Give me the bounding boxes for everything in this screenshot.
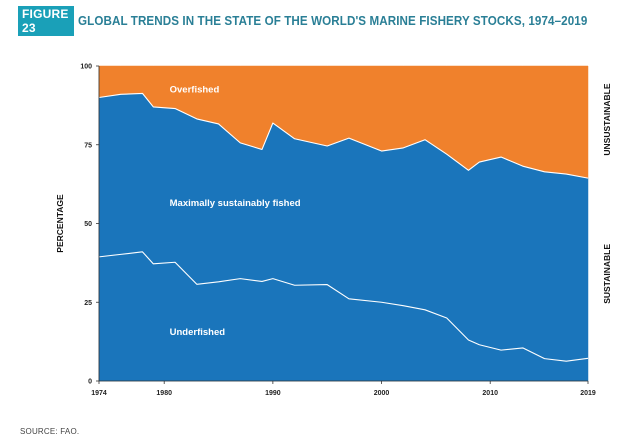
chart-labels: PERCENTAGE UNSUSTAINABLE SUSTAINABLE Underf… xyxy=(55,83,612,338)
figure-label: FIGURE 23 xyxy=(18,6,75,36)
figure-header: FIGURE 23 GLOBAL TRENDS IN THE STATE OF … xyxy=(18,6,626,36)
underfished-boundary-line xyxy=(98,251,589,362)
source-note: SOURCE: FAO. xyxy=(20,427,80,436)
y-axis-title: PERCENTAGE xyxy=(55,194,65,253)
chart-boundary-lines xyxy=(98,92,589,362)
y-tick-label: 75 xyxy=(84,142,92,149)
overfished-label: Overfished xyxy=(170,85,220,96)
y-tick-label: 50 xyxy=(84,221,92,228)
y-tick-label: 100 xyxy=(80,64,92,71)
sustainable-label: SUSTAINABLE xyxy=(602,244,612,304)
x-tick-label: 2010 xyxy=(482,390,498,397)
maximally-sustainably-fished-label: Maximally sustainably fished xyxy=(170,198,301,209)
unsustainable-label: UNSUSTAINABLE xyxy=(602,83,612,155)
y-tick-label: 25 xyxy=(84,300,92,307)
x-tick-label: 1990 xyxy=(265,390,281,397)
y-tick-label: 0 xyxy=(88,379,92,386)
chart-areas xyxy=(98,65,589,382)
x-tick-label: 2000 xyxy=(374,390,390,397)
x-tick-label: 2019 xyxy=(580,390,596,397)
x-tick-label: 1974 xyxy=(91,390,107,397)
figure-title: GLOBAL TRENDS IN THE STATE OF THE WORLD'… xyxy=(78,14,588,28)
overfished-boundary-line xyxy=(98,92,589,179)
underfished-label: Underfished xyxy=(170,327,226,338)
chart-axes: 0 25 50 75 100 1974 1980 1990 2000 2010 2019 xyxy=(80,64,596,398)
x-tick-label: 1980 xyxy=(156,390,172,397)
